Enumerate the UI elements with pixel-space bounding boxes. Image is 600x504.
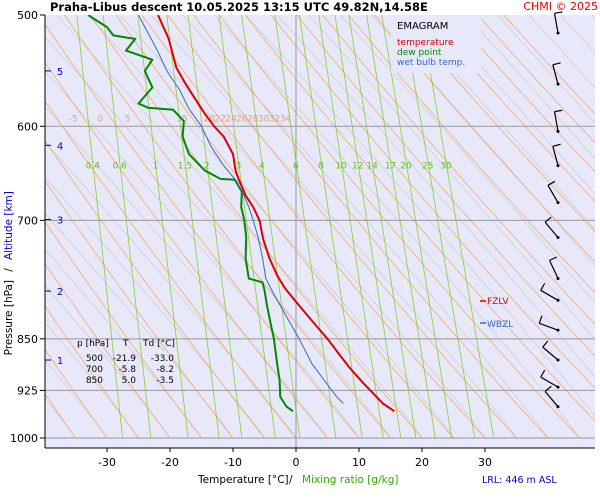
mixing-ratio-tick-label: 14 bbox=[366, 162, 378, 172]
temperature-tick-label: -10 bbox=[224, 456, 242, 469]
wind-barb-station bbox=[557, 277, 560, 280]
mixing-ratio-tick-label: 20 bbox=[400, 162, 412, 172]
mixing-ratio-tick-label: 1.5 bbox=[178, 162, 192, 172]
table-cell: -8.2 bbox=[156, 365, 174, 375]
pressure-tick-label: 1000 bbox=[10, 432, 38, 445]
x-label-separator: / bbox=[289, 474, 293, 486]
mixing-ratio-tick-label: 10 bbox=[335, 162, 347, 172]
dry-adiabat-tick-label: 5 bbox=[125, 114, 131, 124]
pressure-tick-label: 700 bbox=[17, 214, 38, 227]
dry-adiabat-tick-label: 32 bbox=[269, 114, 280, 124]
mixing-ratio-tick-label: 3 bbox=[236, 162, 242, 172]
lrl-text: LRL: 446 m ASL bbox=[482, 475, 557, 486]
table-header-td: Td [°C] bbox=[142, 339, 175, 349]
chart-title: Praha-Libus descent 10.05.2025 13:15 UTC… bbox=[50, 0, 428, 14]
legend-temperature: temperature bbox=[397, 38, 454, 48]
altitude-tick-label: 3 bbox=[57, 215, 63, 226]
table-cell: -21.9 bbox=[113, 354, 137, 364]
wind-barb-station bbox=[557, 164, 560, 167]
legend: EMAGRAM temperature dew point wet bulb t… bbox=[391, 15, 481, 73]
altitude-tick-label: 1 bbox=[57, 356, 63, 367]
wind-barb-station bbox=[557, 299, 560, 302]
copyright-text: CHMI © 2025 bbox=[523, 0, 598, 13]
mixing-ratio-tick-label: 0.4 bbox=[86, 162, 101, 172]
wind-barb-station bbox=[557, 386, 560, 389]
wind-barb-station bbox=[557, 201, 560, 204]
table-cell: -5.8 bbox=[118, 365, 136, 375]
table-header-t: T bbox=[122, 339, 129, 349]
mixing-ratio-tick-label: 4 bbox=[259, 162, 265, 172]
mixing-ratio-tick-label: 1 bbox=[153, 162, 159, 172]
wind-barb-station bbox=[557, 236, 560, 239]
mixing-ratio-tick-label: 8 bbox=[318, 162, 324, 172]
table-header-p: p [hPa] bbox=[77, 339, 109, 349]
altitude-tick-label: 5 bbox=[57, 67, 63, 78]
dry-adiabat-tick-label: 22 bbox=[214, 114, 225, 124]
y-label-separator: / bbox=[3, 268, 15, 272]
mixing-ratio-tick-label: 0.6 bbox=[113, 162, 128, 172]
wind-barb-station bbox=[557, 405, 560, 408]
wind-barb-station bbox=[557, 32, 560, 35]
wind-barb-station bbox=[557, 130, 560, 133]
temperature-tick-label: 30 bbox=[478, 456, 492, 469]
temperature-tick-label: 10 bbox=[352, 456, 366, 469]
wind-barb-station bbox=[557, 358, 560, 361]
y-label-pressure: Pressure [hPa] bbox=[3, 280, 15, 355]
wind-barb-station bbox=[557, 83, 560, 86]
table-cell: -3.5 bbox=[156, 376, 174, 386]
altitude-tick-label: 2 bbox=[57, 287, 63, 298]
pressure-tick-label: 925 bbox=[17, 384, 38, 397]
legend-title: EMAGRAM bbox=[397, 21, 448, 32]
x-label-mixing-ratio: Mixing ratio [g/kg] bbox=[302, 474, 398, 486]
table-cell: 5.0 bbox=[122, 376, 137, 386]
mixing-ratio-tick-label: 25 bbox=[422, 162, 433, 172]
data-table: p [hPa] T Td [°C] 500 -21.9 -33.0 700 -5… bbox=[77, 339, 175, 386]
temperature-tick-label: 0 bbox=[293, 456, 300, 469]
table-cell: 700 bbox=[86, 365, 103, 375]
x-label-temperature: Temperature [°C] bbox=[197, 474, 289, 486]
pressure-tick-label: 600 bbox=[17, 120, 38, 133]
legend-dew-point: dew point bbox=[397, 48, 442, 58]
table-cell: 500 bbox=[86, 354, 103, 364]
altitude-tick-label: 4 bbox=[57, 141, 63, 152]
temperature-tick-label: 20 bbox=[415, 456, 429, 469]
pressure-tick-label: 500 bbox=[17, 9, 38, 22]
wbzl-label: WBZL bbox=[487, 320, 513, 330]
dry-adiabat-tick-label: -5 bbox=[69, 114, 78, 124]
pressure-tick-label: 850 bbox=[17, 333, 38, 346]
y-label-altitude: Altitude [km] bbox=[3, 191, 15, 260]
table-cell: -33.0 bbox=[151, 354, 175, 364]
table-cell: 850 bbox=[86, 376, 103, 386]
dry-adiabat-tick-label: 0 bbox=[97, 114, 103, 124]
mixing-ratio-tick-label: 17 bbox=[385, 162, 396, 172]
fzlv-label: FZLV bbox=[487, 297, 509, 307]
mixing-ratio-tick-label: 12 bbox=[352, 162, 363, 172]
mixing-ratio-tick-label: 6 bbox=[293, 162, 299, 172]
temperature-tick-label: -20 bbox=[161, 456, 179, 469]
legend-wet-bulb: wet bulb temp. bbox=[397, 58, 465, 68]
temperature-tick-label: -30 bbox=[98, 456, 116, 469]
mixing-ratio-tick-label: 30 bbox=[440, 162, 452, 172]
dry-adiabat-tick-label: 34 bbox=[280, 114, 292, 124]
wind-barb-station bbox=[557, 329, 560, 332]
